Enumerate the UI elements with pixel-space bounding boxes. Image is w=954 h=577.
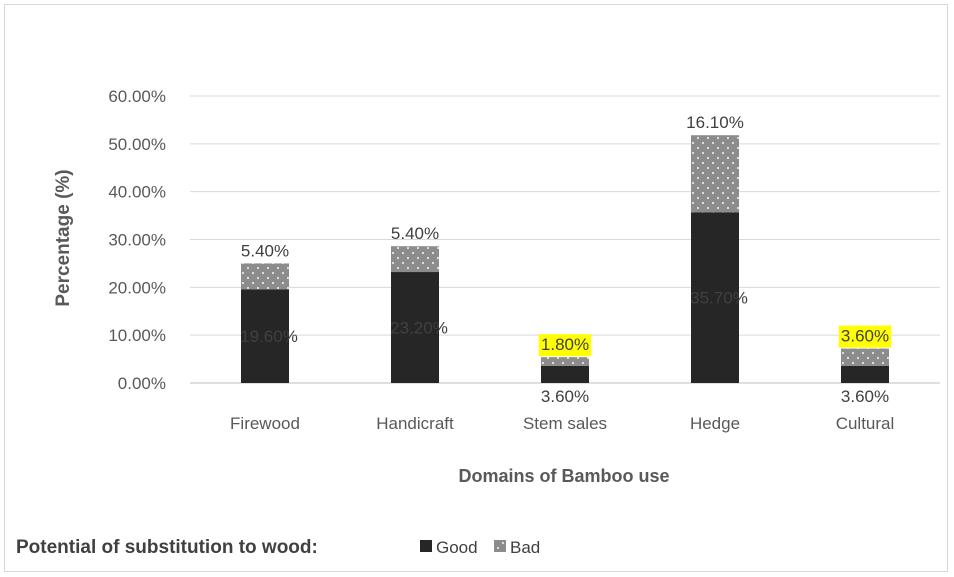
x-tick-label: Handicraft <box>376 414 454 433</box>
chart-frame <box>4 4 948 572</box>
y-tick-label: 60.00% <box>108 87 166 106</box>
data-label: 23.20% <box>390 319 448 338</box>
data-label: 19.60% <box>240 327 298 346</box>
data-label: 3.60% <box>841 387 889 406</box>
data-labels: 5.40% 19.60% 5.40% 23.20% 1.80% 3.60% 16.10% 35… <box>240 113 892 406</box>
y-tick-label: 30.00% <box>108 231 166 250</box>
bar-good-firewood <box>241 289 289 383</box>
y-tick-label: 50.00% <box>108 135 166 154</box>
bar-bad-handicraft <box>391 246 439 273</box>
bar-good-handicraft <box>391 272 439 383</box>
legend-swatch-good <box>420 540 432 552</box>
y-axis-title: Percentage (%) <box>53 169 74 306</box>
legend-label-good: Good <box>436 538 478 557</box>
x-tick-label: Firewood <box>230 414 300 433</box>
x-tick-label: Cultural <box>836 414 895 433</box>
legend: Potential of substitution to wood: Good B… <box>16 537 540 558</box>
y-tick-label: 0.00% <box>118 374 166 393</box>
bar-good-stem-sales <box>541 365 589 383</box>
label-highlight <box>838 325 892 348</box>
bar-bad-stem-sales <box>541 357 589 366</box>
data-label: 3.60% <box>841 327 889 346</box>
bars <box>241 135 889 383</box>
y-axis-ticks: 0.00% 10.00% 20.00% 30.00% 40.00% 50.00% 60.00… <box>108 87 166 393</box>
data-label: 3.60% <box>541 387 589 406</box>
y-tick-label: 10.00% <box>108 326 166 345</box>
legend-label-bad: Bad <box>510 538 540 557</box>
data-label: 5.40% <box>241 241 289 260</box>
gridlines <box>190 95 940 384</box>
bar-good-cultural <box>841 365 889 383</box>
x-axis-title: Domains of Bamboo use <box>458 466 669 486</box>
y-tick-label: 40.00% <box>108 183 166 202</box>
bar-bad-hedge <box>691 135 739 213</box>
x-axis-ticks: Firewood Handicraft Stem sales Hedge Cultura… <box>230 414 894 433</box>
x-tick-label: Hedge <box>690 414 740 433</box>
x-tick-label: Stem sales <box>523 414 607 433</box>
bar-bad-firewood <box>241 263 289 290</box>
data-label: 16.10% <box>686 113 744 132</box>
data-label: 5.40% <box>391 224 439 243</box>
data-label: 1.80% <box>541 335 589 354</box>
bar-good-hedge <box>691 212 739 383</box>
label-highlight <box>538 334 592 357</box>
legend-swatch-bad <box>494 540 506 552</box>
legend-title: Potential of substitution to wood: <box>16 537 318 558</box>
y-tick-label: 20.00% <box>108 278 166 297</box>
data-label: 35.70% <box>690 289 748 308</box>
bar-bad-cultural <box>841 348 889 366</box>
